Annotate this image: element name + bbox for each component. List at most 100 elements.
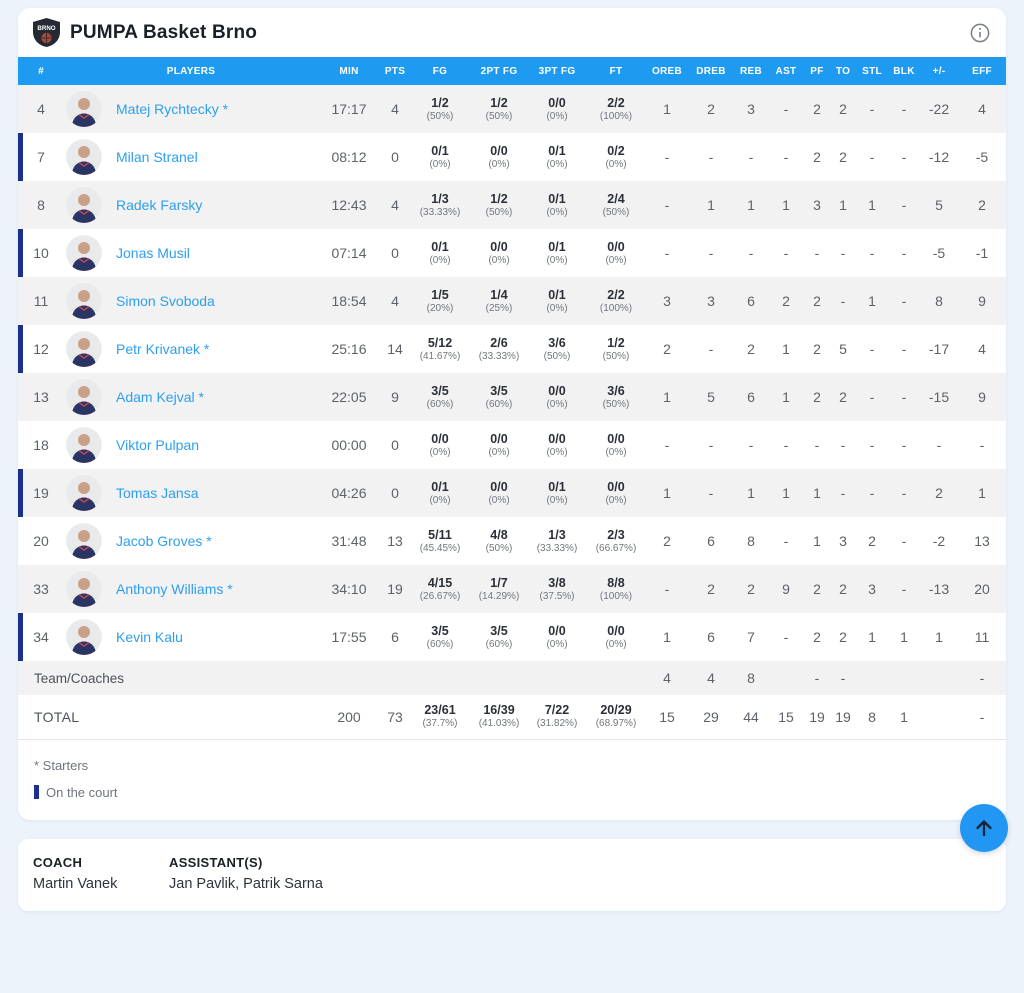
col-pf: PF <box>804 57 830 85</box>
player-avatar <box>66 283 102 319</box>
player-pf: 2 <box>813 341 821 357</box>
player-row: 8 Radek Farsky 12:43 4 1/3 (33.33%) 1/2 (5… <box>18 181 1006 229</box>
player-ft: 2/2 (100%) <box>599 95 633 122</box>
player-dreb: 2 <box>707 101 715 117</box>
team-logo: BRNO <box>33 18 60 47</box>
player-eff: 9 <box>978 389 986 405</box>
player-oreb: - <box>664 149 670 165</box>
player-ft: 0/0 (0%) <box>605 431 627 458</box>
team-coaches-label: Team/Coaches <box>34 670 125 686</box>
player-cell: Adam Kejval * <box>64 379 318 415</box>
player-dreb: 6 <box>707 629 715 645</box>
total-ast: 15 <box>768 695 804 740</box>
player-blk: - <box>901 581 907 597</box>
player-2ptfg: 4/8 (50%) <box>485 527 513 554</box>
player-eff: 4 <box>978 101 986 117</box>
player-to: 2 <box>839 101 847 117</box>
player-number: 19 <box>18 469 64 517</box>
player-cell: Petr Krivanek * <box>64 331 318 367</box>
player-name-link[interactable]: Anthony Williams * <box>116 581 233 597</box>
player-plusminus: -22 <box>928 101 950 117</box>
player-blk: - <box>901 389 907 405</box>
player-blk: - <box>901 341 907 357</box>
player-avatar <box>66 571 102 607</box>
player-name-link[interactable]: Tomas Jansa <box>116 485 199 501</box>
player-ast: 1 <box>782 341 790 357</box>
player-reb: 8 <box>747 533 755 549</box>
player-3ptfg: 3/6 (50%) <box>543 335 571 362</box>
player-dreb: - <box>708 437 714 453</box>
team-oreb: 4 <box>663 670 671 686</box>
player-name-link[interactable]: Jacob Groves * <box>116 533 212 549</box>
player-name-link[interactable]: Simon Svoboda <box>116 293 215 309</box>
player-row: 13 Adam Kejval * 22:05 9 3/5 (60%) 3/5 (60… <box>18 373 1006 421</box>
col-ft: FT <box>586 57 646 85</box>
player-dreb: - <box>708 341 714 357</box>
player-name-link[interactable]: Adam Kejval * <box>116 389 204 405</box>
assistants-block: ASSISTANT(S) Jan Pavlik, Patrik Sarna <box>169 853 323 895</box>
player-avatar <box>66 139 102 175</box>
player-oreb: 1 <box>663 629 671 645</box>
player-name-link[interactable]: Petr Krivanek * <box>116 341 210 357</box>
player-3ptfg: 0/1 (0%) <box>546 287 568 314</box>
total-eff: - <box>958 695 1006 740</box>
player-ast: 1 <box>782 197 790 213</box>
player-reb: 1 <box>747 197 755 213</box>
player-ast: 1 <box>782 389 790 405</box>
player-eff: 9 <box>978 293 986 309</box>
player-ast: - <box>783 437 789 453</box>
player-number: 12 <box>18 325 64 373</box>
player-number: 8 <box>37 197 45 213</box>
col-fg: FG <box>410 57 470 85</box>
total-dreb: 29 <box>688 695 734 740</box>
total-min: 200 <box>318 695 380 740</box>
player-number: 33 <box>33 581 49 597</box>
team-reb: 8 <box>747 670 755 686</box>
player-fg: 3/5 (60%) <box>426 383 454 410</box>
player-cell: Viktor Pulpan <box>64 427 318 463</box>
player-row: 18 Viktor Pulpan 00:00 0 0/0 (0%) 0/0 (0%)… <box>18 421 1006 469</box>
player-ast: - <box>783 101 789 117</box>
team-eff: - <box>979 670 985 686</box>
player-blk: - <box>901 293 907 309</box>
player-name-link[interactable]: Kevin Kalu <box>116 629 183 645</box>
player-name-link[interactable]: Viktor Pulpan <box>116 437 200 453</box>
col-number: # <box>18 57 64 85</box>
player-ast: - <box>783 533 789 549</box>
player-reb: 6 <box>747 293 755 309</box>
player-name-link[interactable]: Matej Rychtecky * <box>116 101 229 117</box>
player-plusminus: 8 <box>935 293 943 309</box>
player-ft: 0/0 (0%) <box>605 479 627 506</box>
player-3ptfg: 0/0 (0%) <box>546 383 568 410</box>
player-name-link[interactable]: Milan Stranel <box>116 149 198 165</box>
player-row: 33 Anthony Williams * 34:10 19 4/15 (26.6… <box>18 565 1006 613</box>
coach-label: COACH <box>33 854 83 870</box>
info-icon[interactable] <box>969 22 991 44</box>
team-dreb: 4 <box>707 670 715 686</box>
player-fg: 5/11 (45.45%) <box>419 527 461 554</box>
player-name-link[interactable]: Radek Farsky <box>116 197 203 213</box>
player-pf: 2 <box>813 149 821 165</box>
player-pf: 2 <box>813 293 821 309</box>
player-stl: - <box>869 341 875 357</box>
player-fg: 1/2 (50%) <box>426 95 454 122</box>
player-stl: - <box>869 485 875 501</box>
player-row: 4 Matej Rychtecky * 17:17 4 1/2 (50%) 1/2… <box>18 85 1006 133</box>
player-2ptfg: 1/2 (50%) <box>485 191 513 218</box>
total-ft: 20/29 (68.97%) <box>586 695 646 740</box>
team-header: BRNO PUMPA Basket Brno <box>18 8 1006 57</box>
player-pf: 2 <box>813 581 821 597</box>
player-pts: 9 <box>391 389 399 405</box>
player-pts: 0 <box>391 437 399 453</box>
player-3ptfg: 0/1 (0%) <box>546 143 568 170</box>
player-eff: -1 <box>975 245 989 261</box>
team-blk <box>888 661 920 695</box>
summary-tbody: Team/Coaches 4 4 8 - - - TOTAL 200 73 23… <box>18 661 1006 740</box>
scroll-to-top-button[interactable] <box>960 804 1008 852</box>
player-min: 07:14 <box>331 245 367 261</box>
total-pf: 19 <box>804 695 830 740</box>
player-pf: 1 <box>813 533 821 549</box>
team-coaches-row: Team/Coaches 4 4 8 - - - <box>18 661 1006 695</box>
player-ft: 0/2 (0%) <box>605 143 627 170</box>
player-name-link[interactable]: Jonas Musil <box>116 245 190 261</box>
